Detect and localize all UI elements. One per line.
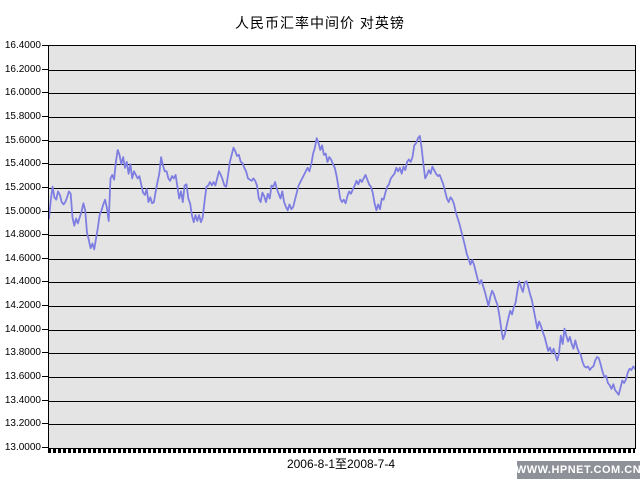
y-tick-mark: [42, 163, 48, 164]
y-tick-label: 13.0000: [4, 442, 41, 453]
y-tick-label: 16.0000: [4, 87, 41, 99]
y-tick-label: 15.8000: [4, 110, 41, 122]
y-tick-label: 13.2000: [4, 418, 41, 430]
y-tick-label: 14.8000: [4, 229, 41, 241]
y-tick-mark: [42, 211, 48, 212]
y-tick-mark: [42, 423, 48, 424]
y-tick-mark: [42, 234, 48, 235]
y-tick-label: 14.4000: [4, 276, 41, 288]
y-tick-mark: [42, 329, 48, 330]
y-tick-mark: [42, 187, 48, 188]
y-tick-mark: [42, 305, 48, 306]
y-tick-label: 16.2000: [4, 63, 41, 75]
y-tick-label: 13.4000: [4, 394, 41, 406]
y-tick-mark: [42, 400, 48, 401]
y-tick-mark: [42, 116, 48, 117]
y-tick-mark: [42, 69, 48, 70]
x-axis-range-label: 2006-8-1至2008-7-4: [286, 457, 396, 471]
y-tick-mark: [42, 447, 48, 448]
y-tick-label: 15.6000: [4, 134, 41, 146]
watermark-badge: WWW.HPNET.COM.CN: [516, 461, 640, 479]
y-tick-label: 14.0000: [4, 323, 41, 335]
chart-title: 人民币汇率中间价 对英镑: [235, 15, 405, 31]
price-line: [49, 135, 635, 396]
y-tick-label: 16.4000: [4, 40, 41, 51]
y-tick-mark: [42, 92, 48, 93]
y-tick-mark: [42, 258, 48, 259]
y-tick-label: 13.8000: [4, 347, 41, 359]
y-tick-label: 14.6000: [4, 252, 41, 264]
y-tick-label: 15.2000: [4, 181, 41, 193]
y-tick-label: 14.2000: [4, 300, 41, 312]
y-tick-mark: [42, 281, 48, 282]
plot-area: [48, 45, 636, 449]
y-tick-mark: [42, 45, 48, 46]
y-tick-mark: [42, 352, 48, 353]
y-tick-label: 15.0000: [4, 205, 41, 217]
y-tick-mark: [42, 140, 48, 141]
price-line-chart: [49, 70, 635, 425]
x-axis-tick-band: [48, 449, 635, 453]
y-tick-label: 13.6000: [4, 371, 41, 383]
y-tick-label: 15.4000: [4, 158, 41, 170]
y-tick-mark: [42, 376, 48, 377]
